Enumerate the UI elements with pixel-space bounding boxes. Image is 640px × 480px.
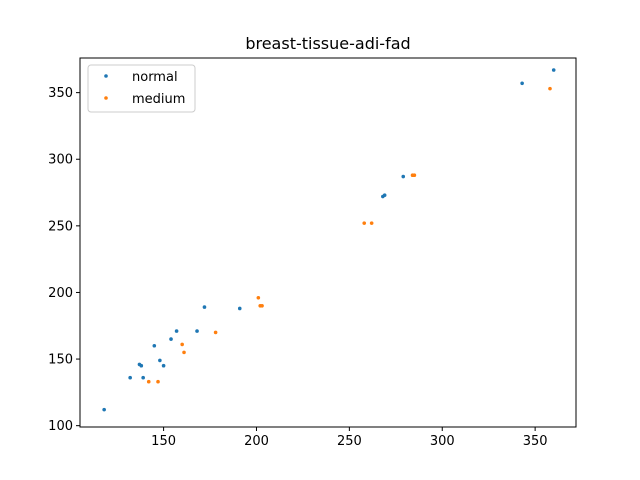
x-tick-label: 200 [244,434,269,449]
x-axis-ticks: 150 200 250 300 350 [151,427,548,449]
data-point-normal [237,306,242,311]
legend-marker-normal [104,74,108,78]
data-point-normal [152,343,157,348]
legend-label-normal: normal [132,70,178,85]
legend: normal medium [87,64,196,113]
data-point-medium [369,221,374,225]
y-axis-ticks: 100 150 200 250 300 350 [48,86,80,434]
legend-marker-medium [104,96,108,100]
data-point-normal [174,329,179,333]
data-point-normal [551,68,556,72]
data-point-medium [256,295,261,300]
data-point-normal [382,193,387,198]
data-point-medium [146,379,151,384]
data-point-medium [362,221,367,225]
data-point-normal [169,337,173,341]
data-point-normal [102,407,106,412]
data-point-medium [156,379,160,384]
plot-area-frame [79,57,577,428]
data-point-normal [158,358,162,363]
data-point-normal [128,375,132,380]
y-tick-label: 100 [48,419,73,434]
y-tick-label: 200 [48,286,73,301]
data-point-medium [260,303,264,308]
data-point-normal [195,329,199,333]
y-tick-label: 350 [48,86,73,101]
data-point-normal [401,174,406,179]
data-point-normal [161,363,166,368]
data-point-normal [141,375,145,380]
legend-label-medium: medium [132,92,185,107]
data-point-medium [182,350,186,355]
x-tick-label: 250 [337,434,362,449]
data-point-medium [412,173,417,178]
data-point-medium [213,330,218,335]
legend-box [87,64,196,113]
data-points [102,68,556,412]
y-tick-label: 300 [48,153,73,168]
data-point-normal [139,363,144,368]
x-tick-label: 350 [523,434,548,449]
x-tick-label: 150 [151,434,176,449]
data-point-normal [520,81,524,86]
y-tick-label: 150 [48,353,73,368]
data-point-normal [202,305,207,309]
x-tick-label: 300 [430,434,455,449]
y-tick-label: 250 [48,219,73,234]
data-point-medium [548,86,552,91]
chart-title: breast-tissue-adi-fad [245,34,410,53]
data-point-medium [180,342,184,347]
